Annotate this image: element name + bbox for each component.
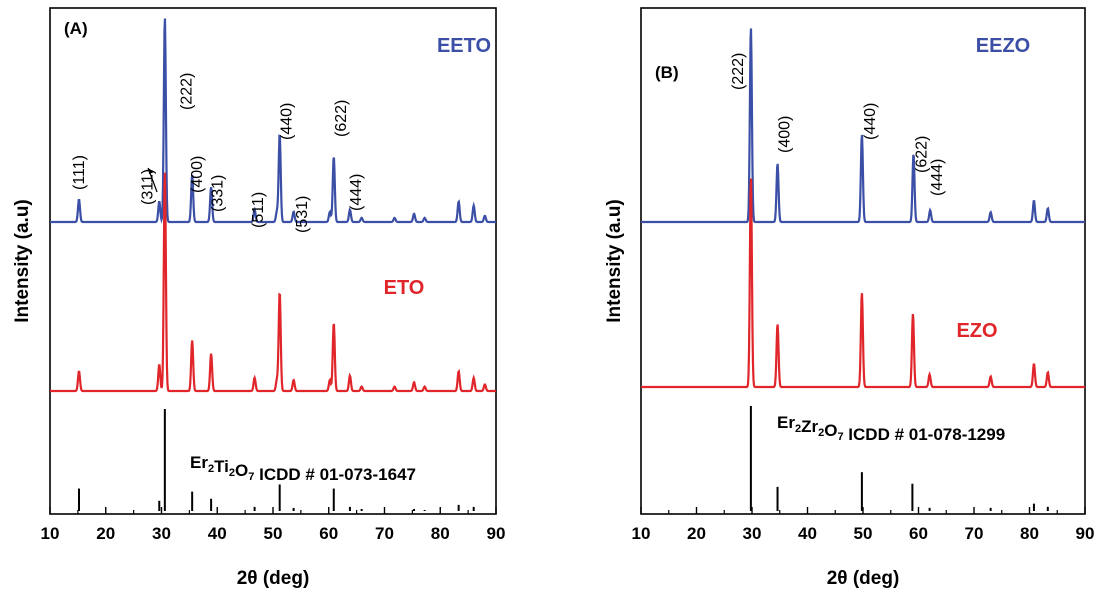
x-tick-label: 80: [431, 524, 450, 543]
chart-panel-b: 10 20 30 40 50 60 70 80 90 2θ (deg) Intensity (a.u…: [604, 7, 1095, 589]
series-line-eezo: [641, 28, 1085, 224]
x-tick-label: 20: [687, 524, 706, 543]
x-tick-label: 70: [375, 524, 394, 543]
annotation-arrow-head: [148, 168, 155, 174]
x-tick-label: 50: [264, 524, 283, 543]
hkl-label: (531): [294, 196, 311, 233]
series-label-eeto: EETO: [437, 35, 491, 57]
panel-label: (A): [64, 19, 88, 38]
hkl-label: (400): [189, 156, 206, 193]
y-axis-label: Intensity (a.u): [604, 199, 625, 323]
hkl-label: (444): [929, 159, 946, 196]
hkl-label: (222): [730, 53, 747, 90]
x-axis-label: 2θ (deg): [237, 568, 310, 589]
x-tick-label: 40: [208, 524, 227, 543]
x-tick-label: 30: [743, 524, 762, 543]
x-axis-label: 2θ (deg): [827, 568, 900, 589]
series-line-eeto: [50, 18, 496, 224]
reference-label: Er2Ti2O7 ICDD # 01-073-1647: [190, 453, 416, 484]
hkl-label: (311): [140, 169, 157, 205]
x-tick-label: 60: [319, 524, 338, 543]
hkl-label: (111): [71, 155, 88, 190]
hkl-label: (622): [333, 100, 350, 137]
x-tick-label: 90: [487, 524, 506, 543]
hkl-label: (511): [250, 192, 267, 228]
chart-panel-a: 10 20 30 40 50 60 70 80 90 2θ (deg) Intensity (a.u…: [12, 7, 506, 589]
series-line-eto: [50, 172, 496, 393]
hkl-label: (622): [913, 136, 930, 173]
x-tick-label: 70: [965, 524, 984, 543]
x-tick-label: 90: [1076, 524, 1095, 543]
hkl-label: (440): [278, 103, 295, 140]
x-tick-label: 80: [1020, 524, 1039, 543]
x-tick-label: 60: [909, 524, 928, 543]
hkl-label: (440): [862, 103, 879, 140]
x-tick-label: 50: [854, 524, 873, 543]
x-tick-label: 10: [632, 524, 651, 543]
hkl-label: (331): [209, 175, 226, 212]
series-label-ezo: EZO: [956, 320, 997, 342]
series-label-eto: ETO: [384, 277, 425, 299]
x-tick-label: 10: [41, 524, 60, 543]
hkl-label: (222): [179, 73, 196, 110]
plot-frame: [49, 7, 497, 515]
series-line-ezo: [641, 178, 1085, 389]
y-axis-label: Intensity (a.u): [12, 199, 33, 323]
panel-label: (B): [655, 63, 679, 82]
x-tick-label: 30: [152, 524, 171, 543]
hkl-label: (444): [348, 174, 365, 211]
series-label-eezo: EEZO: [976, 35, 1030, 57]
hkl-label: (400): [777, 116, 794, 153]
x-tick-label: 20: [96, 524, 115, 543]
reference-label: Er2Zr2O7 ICDD # 01-078-1299: [777, 413, 1005, 444]
x-tick-label: 40: [798, 524, 817, 543]
